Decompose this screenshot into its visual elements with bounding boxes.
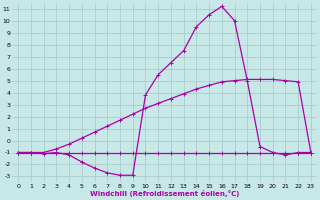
X-axis label: Windchill (Refroidissement éolien,°C): Windchill (Refroidissement éolien,°C) [90, 190, 239, 197]
